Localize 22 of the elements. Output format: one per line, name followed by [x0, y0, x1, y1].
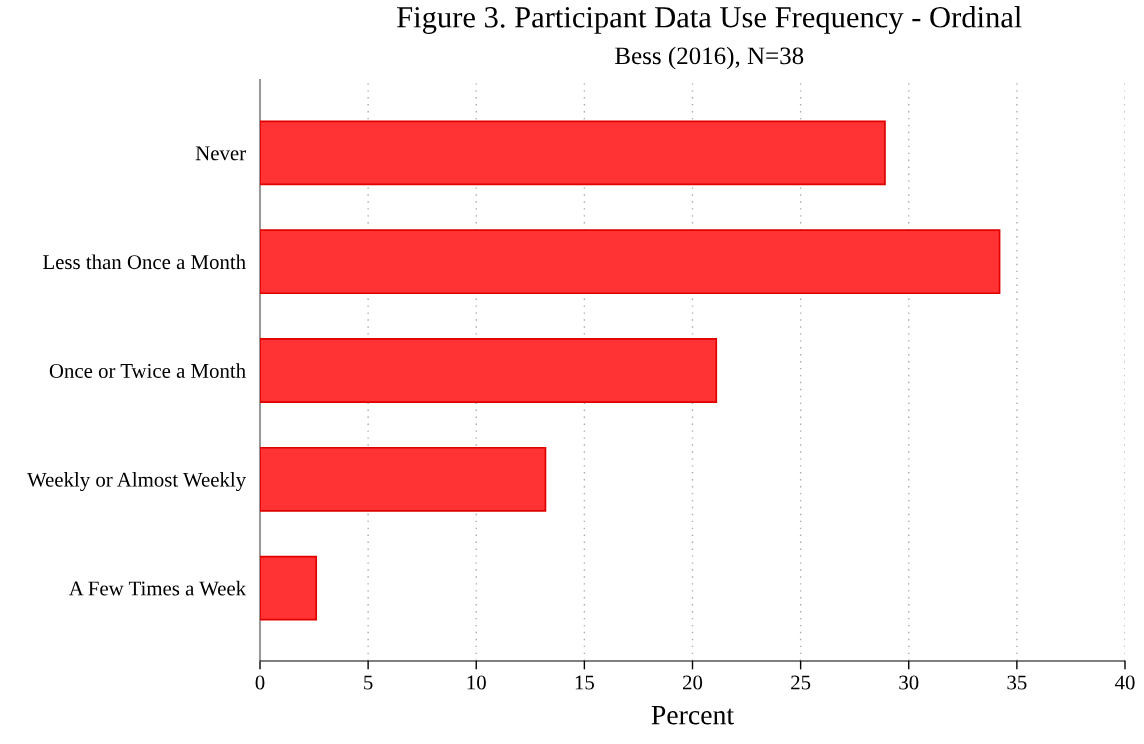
bar [260, 555, 318, 621]
y-tick-label: Never [195, 146, 246, 161]
bar [260, 229, 1001, 295]
x-tick-label: 35 [1007, 675, 1027, 690]
x-tick-label: 30 [899, 675, 919, 690]
x-tick-label: 0 [255, 675, 265, 690]
y-tick-label: A Few Times a Week [68, 580, 247, 596]
x-tick-label: 5 [364, 675, 373, 690]
x-tick-label: 10 [467, 675, 486, 690]
x-axis-title: Percent [651, 705, 734, 725]
bar [260, 446, 547, 512]
x-tick-label: 25 [791, 675, 811, 690]
bar [260, 120, 886, 186]
bar [260, 338, 718, 403]
y-tick-label: Weekly or Almost Weekly [27, 472, 247, 492]
chart-subtitle: Bess (2016), N=38 [615, 46, 804, 70]
y-tick-label: Once or Twice a Month [49, 363, 246, 378]
x-tick-label: 40 [1114, 675, 1135, 690]
y-tick-label: Less than Once a Month [43, 254, 246, 270]
chart-title: Figure 3. Participant Data Use Frequency - Ordinal [397, 6, 1022, 34]
x-tick-label: 20 [683, 675, 703, 690]
x-tick-label: 15 [575, 675, 594, 690]
